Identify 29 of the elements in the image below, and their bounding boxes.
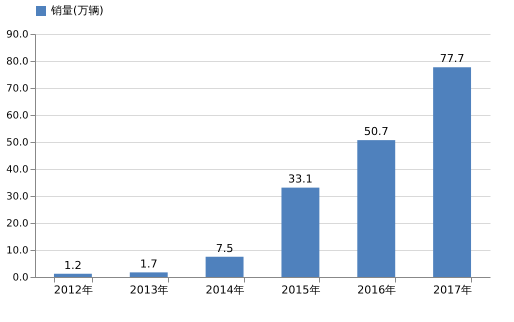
y-tick-label: 80.0 — [6, 56, 28, 68]
x-tick-label: 2014年 — [206, 284, 245, 296]
data-label: 7.5 — [216, 242, 234, 255]
y-tick-label: 20.0 — [6, 218, 28, 230]
data-label: 1.7 — [140, 257, 158, 270]
y-tick-label: 0.0 — [12, 272, 28, 284]
x-tick-label: 2012年 — [54, 284, 93, 296]
data-label: 50.7 — [364, 125, 388, 138]
legend-label: 销量(万辆) — [50, 4, 104, 17]
y-tick-label: 60.0 — [6, 110, 28, 122]
y-tick-label: 90.0 — [6, 30, 28, 40]
x-tick-label: 2016年 — [357, 284, 396, 296]
bar — [357, 140, 396, 277]
y-tick-label: 50.0 — [6, 138, 28, 148]
bar — [130, 272, 168, 277]
y-tick-label: 10.0 — [6, 246, 28, 256]
y-tick-label: 30.0 — [6, 192, 28, 202]
data-label: 77.7 — [440, 52, 464, 66]
bar — [433, 67, 472, 277]
data-label: 33.1 — [288, 172, 313, 186]
bar — [281, 188, 320, 277]
y-tick-label: 40.0 — [6, 164, 28, 176]
y-tick-label: 70.0 — [6, 84, 28, 94]
x-tick-label: 2013年 — [130, 284, 169, 296]
bar — [54, 274, 92, 277]
x-tick-label: 2017年 — [433, 284, 472, 296]
data-label: 1.2 — [64, 258, 82, 272]
x-tick-label: 2015年 — [281, 284, 320, 296]
bar — [206, 256, 244, 277]
